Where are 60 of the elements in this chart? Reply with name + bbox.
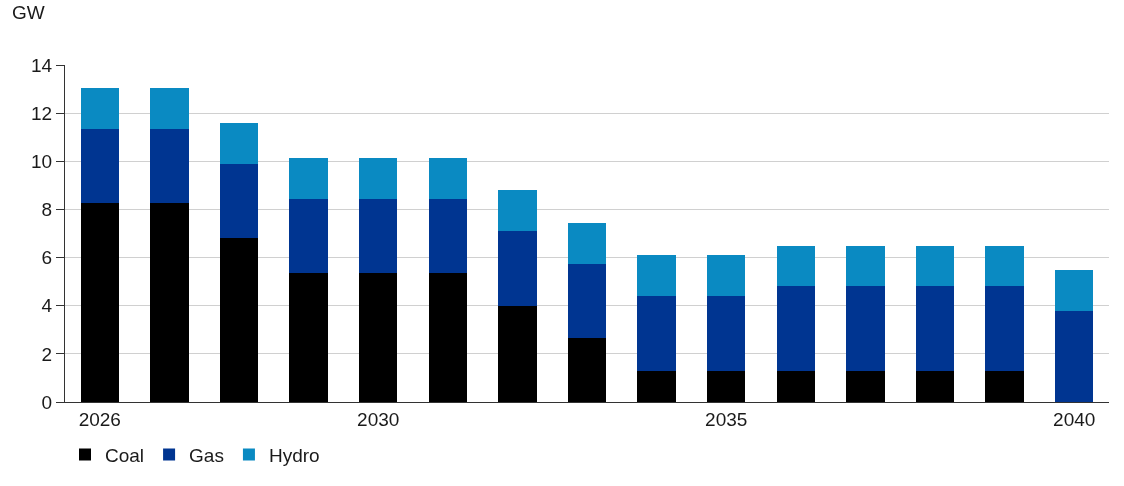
bar: [289, 198, 328, 274]
bar: [567, 263, 607, 339]
x-tick-label: 2040: [1053, 408, 1096, 430]
bar: [1055, 310, 1094, 402]
bar: [359, 273, 398, 402]
bar: [289, 157, 328, 199]
bar: [637, 255, 676, 297]
bar: [498, 231, 537, 306]
bar: [219, 122, 259, 164]
bar: [707, 296, 746, 371]
bar: [985, 245, 1024, 287]
y-tick-label: 14: [31, 54, 53, 76]
bar: [776, 286, 815, 371]
bar: [567, 338, 607, 402]
bar: [498, 305, 537, 402]
y-tick-label: 8: [41, 199, 53, 221]
x-tick-label: 2030: [357, 408, 400, 430]
bar: [80, 87, 119, 129]
bar: [359, 198, 398, 274]
bar: [637, 370, 676, 402]
bar: [150, 87, 189, 129]
bar: [985, 286, 1024, 371]
y-tick-label: 0: [41, 391, 53, 413]
bar: [359, 157, 398, 199]
y-axis-title: GW: [12, 2, 45, 23]
bar: [219, 238, 259, 402]
bar: [428, 198, 467, 274]
x-tick-label: 2026: [78, 408, 121, 430]
bar: [289, 273, 328, 402]
bar: [80, 128, 119, 204]
bar: [80, 203, 119, 402]
bar: [219, 163, 259, 239]
legend-label: Gas: [189, 444, 224, 466]
y-tick-label: 12: [31, 102, 53, 124]
y-tick-label: 10: [31, 150, 53, 172]
bar: [846, 286, 885, 371]
bar: [428, 273, 467, 402]
x-tick-label: 2035: [705, 408, 748, 430]
bar: [1055, 269, 1094, 311]
bar: [498, 190, 537, 232]
bar: [150, 128, 189, 204]
bar: [150, 203, 189, 402]
bar: [428, 157, 467, 199]
bar: [567, 222, 607, 264]
bar: [707, 255, 746, 297]
bar: [776, 245, 815, 287]
bar: [637, 296, 676, 371]
bar: [846, 370, 885, 402]
y-tick-label: 4: [41, 295, 53, 317]
bar: [915, 286, 955, 371]
bar: [846, 245, 885, 287]
legend-label: Hydro: [268, 444, 320, 466]
legend-label: Coal: [105, 444, 145, 466]
bar: [707, 370, 746, 402]
y-tick-label: 6: [41, 247, 53, 269]
bar: [915, 245, 955, 287]
bar: [985, 370, 1024, 402]
bar: [776, 370, 815, 402]
bar: [915, 370, 955, 402]
y-tick-label: 2: [41, 343, 53, 365]
